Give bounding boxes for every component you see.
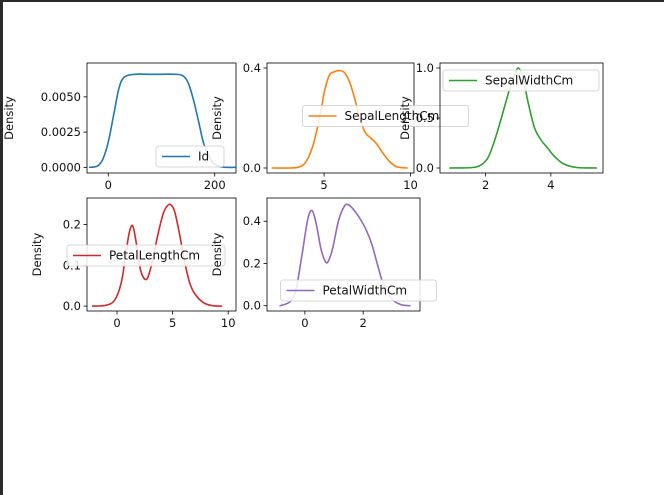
y-tick-label: 0.0: [243, 299, 261, 313]
x-tick-label: 0: [113, 316, 120, 330]
y-axis-label: Density: [30, 232, 44, 276]
x-tick-label: 2: [482, 178, 489, 192]
left-border: [0, 0, 3, 495]
y-tick-label: 0.0: [416, 161, 434, 175]
density-line-petalwidthcm: [279, 203, 411, 307]
x-tick-label: 4: [547, 178, 554, 192]
legend-box: [66, 244, 226, 267]
y-axis-label: Density: [2, 96, 16, 140]
y-tick-label: 0.0025: [41, 125, 81, 139]
y-tick-label: 0.4: [243, 214, 261, 228]
legend-box: [280, 279, 437, 302]
legend-petallengthcm: PetalLengthCm: [66, 244, 226, 267]
y-axis-label: Density: [210, 96, 224, 140]
legend-petalwidthcm: PetalWidthCm: [280, 279, 437, 302]
legend-box: [302, 105, 469, 127]
x-tick-label: 5: [320, 178, 327, 192]
legend-label: SepalWidthCm: [485, 74, 573, 88]
legend-label: Id: [198, 150, 209, 164]
y-tick-label: 0.2: [243, 256, 261, 270]
x-tick-label: 0: [301, 316, 308, 330]
legend-label: SepalLengthCm: [345, 109, 440, 123]
legend-sepallengthcm: SepalLengthCm: [302, 105, 469, 127]
x-tick-label: 0: [105, 178, 112, 192]
y-tick-label: 0.5: [416, 111, 434, 125]
x-tick-label: 10: [403, 178, 418, 192]
y-tick-label: 0.0: [243, 161, 261, 175]
y-tick-label: 0.0000: [41, 160, 81, 174]
legend-label: PetalLengthCm: [109, 249, 200, 263]
legend-sepalwidthcm: SepalWidthCm: [442, 69, 600, 92]
x-tick-label: 5: [169, 316, 176, 330]
x-tick-label: 200: [204, 178, 226, 192]
axes-frame: [86, 62, 237, 174]
y-tick-label: 1.0: [416, 61, 434, 75]
axes-frame: [266, 197, 421, 312]
subplot-petalwidthcm: 0 2 0.0 0.2 0.4 Density PetalWidthCm: [210, 197, 437, 330]
top-border: [0, 0, 664, 2]
x-tick-label: 10: [221, 316, 236, 330]
y-axis-label: Density: [210, 232, 224, 276]
y-tick-label: 0.2: [63, 218, 81, 232]
density-line-sepallengthcm: [271, 69, 408, 169]
legend-box: [442, 69, 600, 92]
y-tick-label: 0.0: [63, 299, 81, 313]
subplot-sepalwidthcm: 2 4 0.0 0.5 1.0 Density SepalWidthCm: [398, 61, 604, 192]
x-tick-label: 2: [360, 316, 367, 330]
legend-label: PetalWidthCm: [323, 284, 408, 298]
y-axis-label: Density: [398, 96, 412, 140]
y-tick-label: 0.0050: [41, 90, 81, 104]
y-tick-label: 0.4: [243, 61, 261, 75]
legend-id: Id: [155, 145, 225, 168]
